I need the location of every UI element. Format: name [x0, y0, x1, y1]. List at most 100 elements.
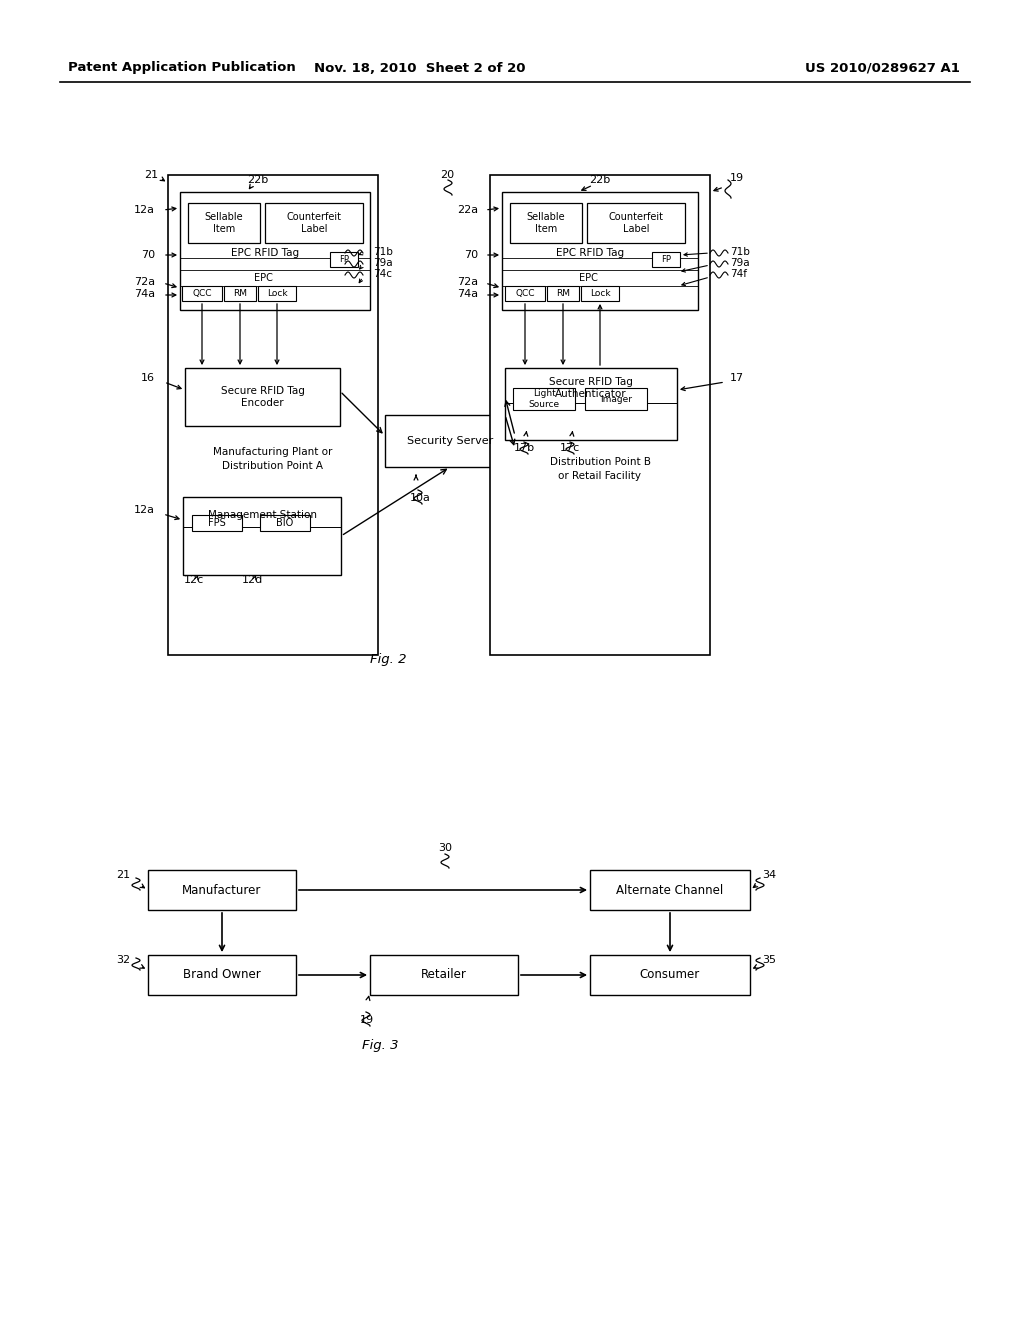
- Bar: [188, 203, 260, 243]
- Bar: [193, 515, 242, 531]
- Bar: [587, 203, 685, 243]
- Text: 71b: 71b: [730, 247, 750, 257]
- Text: 34: 34: [762, 870, 776, 880]
- Bar: [180, 191, 370, 310]
- Text: FP: FP: [662, 255, 671, 264]
- Bar: [510, 203, 582, 243]
- Text: 22b: 22b: [590, 176, 610, 185]
- Bar: [585, 388, 647, 411]
- Text: EPC: EPC: [579, 273, 597, 282]
- Text: 10a: 10a: [410, 492, 430, 503]
- Bar: [505, 368, 677, 440]
- Text: Security Server: Security Server: [407, 436, 494, 446]
- Text: Imager: Imager: [600, 395, 632, 404]
- Bar: [652, 252, 680, 267]
- Text: 21: 21: [116, 870, 130, 880]
- Bar: [513, 388, 575, 411]
- Text: 32: 32: [116, 954, 130, 965]
- Text: Lock: Lock: [266, 289, 288, 298]
- Text: 22b: 22b: [248, 176, 268, 185]
- Text: RM: RM: [556, 289, 570, 298]
- Bar: [258, 286, 296, 301]
- Text: 74a: 74a: [134, 289, 155, 300]
- Bar: [182, 286, 222, 301]
- Text: Manufacturing Plant or: Manufacturing Plant or: [213, 447, 333, 457]
- Text: EPC: EPC: [254, 273, 272, 282]
- Text: 12d: 12d: [242, 576, 262, 585]
- Text: Counterfeit
Label: Counterfeit Label: [608, 213, 664, 234]
- Text: Light
Source: Light Source: [528, 389, 559, 409]
- Text: Patent Application Publication: Patent Application Publication: [68, 62, 296, 74]
- Text: Counterfeit
Label: Counterfeit Label: [287, 213, 341, 234]
- Bar: [148, 870, 296, 909]
- Bar: [370, 954, 518, 995]
- Text: QCC: QCC: [515, 289, 535, 298]
- Bar: [547, 286, 579, 301]
- Text: 12a: 12a: [134, 205, 155, 215]
- Text: 20: 20: [440, 170, 454, 180]
- Bar: [505, 286, 545, 301]
- Text: Distribution Point B: Distribution Point B: [550, 457, 650, 467]
- Bar: [224, 286, 256, 301]
- Text: 79a: 79a: [730, 257, 750, 268]
- Text: 72a: 72a: [134, 277, 155, 286]
- Text: BIO: BIO: [276, 517, 294, 528]
- Text: 30: 30: [438, 843, 452, 853]
- Text: Nov. 18, 2010  Sheet 2 of 20: Nov. 18, 2010 Sheet 2 of 20: [314, 62, 525, 74]
- Bar: [590, 954, 750, 995]
- Text: 17c: 17c: [560, 444, 581, 453]
- Text: 19: 19: [730, 173, 744, 183]
- Bar: [183, 498, 341, 576]
- Bar: [502, 191, 698, 310]
- Text: Brand Owner: Brand Owner: [183, 969, 261, 982]
- Text: 16: 16: [141, 374, 155, 383]
- Text: 74c: 74c: [373, 269, 392, 279]
- Bar: [260, 515, 310, 531]
- Text: 74a: 74a: [457, 289, 478, 300]
- Text: Distribution Point A: Distribution Point A: [222, 461, 324, 471]
- Text: US 2010/0289627 A1: US 2010/0289627 A1: [805, 62, 961, 74]
- Text: Manufacturer: Manufacturer: [182, 883, 262, 896]
- Bar: [168, 176, 378, 655]
- Bar: [185, 368, 340, 426]
- Bar: [265, 203, 362, 243]
- Text: 35: 35: [762, 954, 776, 965]
- Text: 19: 19: [360, 1015, 374, 1026]
- Text: FP: FP: [339, 255, 349, 264]
- Text: Fig. 3: Fig. 3: [361, 1039, 398, 1052]
- Text: 70: 70: [464, 249, 478, 260]
- Bar: [148, 954, 296, 995]
- Text: 17b: 17b: [513, 444, 535, 453]
- Text: EPC RFID Tag: EPC RFID Tag: [556, 248, 624, 257]
- Text: Sellable
Item: Sellable Item: [205, 213, 244, 234]
- Text: Retailer: Retailer: [421, 969, 467, 982]
- Text: 71b: 71b: [373, 247, 393, 257]
- Bar: [330, 252, 358, 267]
- Text: Fig. 2: Fig. 2: [370, 653, 407, 667]
- Bar: [490, 176, 710, 655]
- Bar: [581, 286, 618, 301]
- Text: 70: 70: [141, 249, 155, 260]
- Bar: [590, 870, 750, 909]
- Text: 22a: 22a: [457, 205, 478, 215]
- Text: Secure RFID Tag
Encoder: Secure RFID Tag Encoder: [220, 387, 304, 408]
- Text: EPC RFID Tag: EPC RFID Tag: [231, 248, 299, 257]
- Text: Lock: Lock: [590, 289, 610, 298]
- Text: 12c: 12c: [184, 576, 204, 585]
- Text: Sellable
Item: Sellable Item: [526, 213, 565, 234]
- Text: 79a: 79a: [373, 257, 392, 268]
- Text: Alternate Channel: Alternate Channel: [616, 883, 724, 896]
- Text: Management Station: Management Station: [208, 510, 316, 520]
- Text: 17: 17: [730, 374, 744, 383]
- Text: Secure RFID Tag
Authenticator: Secure RFID Tag Authenticator: [549, 378, 633, 399]
- Text: RM: RM: [233, 289, 247, 298]
- Text: 74f: 74f: [730, 269, 746, 279]
- Text: 12a: 12a: [134, 506, 155, 515]
- Text: Consumer: Consumer: [640, 969, 700, 982]
- Text: 21: 21: [144, 170, 158, 180]
- Bar: [385, 414, 515, 467]
- Text: FPS: FPS: [208, 517, 226, 528]
- Text: 72a: 72a: [457, 277, 478, 286]
- Text: or Retail Facility: or Retail Facility: [558, 471, 641, 480]
- Text: QCC: QCC: [193, 289, 212, 298]
